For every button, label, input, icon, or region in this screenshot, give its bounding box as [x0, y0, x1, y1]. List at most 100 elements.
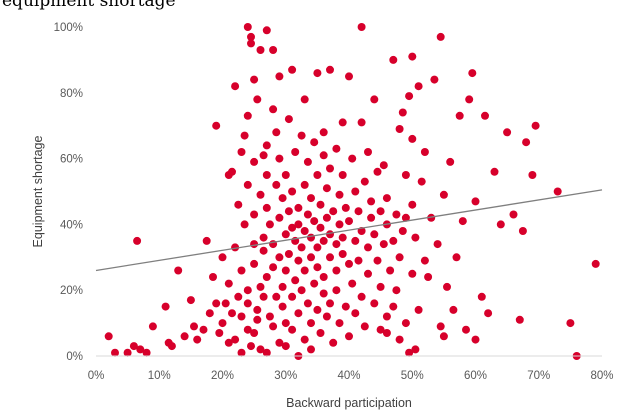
data-point	[307, 253, 315, 262]
data-point	[326, 164, 334, 173]
data-point	[288, 65, 297, 74]
data-point	[471, 197, 480, 206]
data-point	[240, 220, 249, 229]
data-point	[348, 154, 357, 163]
data-point	[307, 194, 315, 203]
data-point	[367, 213, 376, 222]
data-point	[319, 128, 328, 137]
data-point	[430, 75, 439, 84]
data-point	[329, 207, 338, 216]
data-point	[262, 273, 271, 281]
data-point	[322, 184, 331, 193]
data-point	[161, 302, 170, 311]
data-point	[231, 335, 240, 344]
data-point	[496, 220, 505, 229]
data-point	[316, 329, 325, 337]
data-point	[392, 286, 401, 295]
data-point	[253, 95, 262, 104]
data-point	[465, 95, 474, 104]
data-point	[436, 32, 445, 41]
x-tick-label: 80%	[590, 370, 613, 382]
x-tick-label: 10%	[148, 370, 171, 382]
data-point	[449, 305, 458, 314]
data-point	[417, 177, 426, 186]
data-point	[215, 329, 224, 337]
data-point	[256, 345, 265, 354]
data-point	[281, 342, 290, 351]
data-point	[373, 167, 382, 176]
data-point	[104, 332, 113, 341]
data-point	[439, 190, 448, 199]
data-point	[269, 322, 278, 331]
data-point	[288, 223, 297, 232]
data-point	[281, 230, 290, 239]
data-point	[250, 259, 259, 268]
data-point	[224, 338, 233, 347]
data-point	[335, 220, 344, 229]
data-point	[303, 210, 312, 219]
data-point	[247, 39, 255, 48]
data-point	[307, 345, 315, 354]
data-point	[307, 233, 315, 242]
data-point	[297, 131, 306, 140]
data-point	[259, 151, 268, 160]
data-point	[265, 312, 274, 321]
data-point	[253, 315, 262, 324]
x-tick-label: 60%	[464, 370, 487, 382]
data-point	[300, 180, 309, 189]
data-point	[243, 23, 252, 31]
data-point	[278, 282, 287, 291]
data-point	[338, 171, 347, 179]
data-point	[335, 319, 344, 328]
x-tick-label: 70%	[527, 370, 550, 382]
data-point	[237, 148, 246, 156]
data-point	[338, 233, 347, 242]
data-point	[269, 46, 278, 54]
data-point	[243, 299, 252, 308]
data-point	[458, 217, 467, 226]
data-point	[411, 233, 420, 242]
data-point	[294, 309, 303, 318]
data-point	[313, 171, 322, 179]
data-point	[518, 227, 527, 235]
data-point	[240, 131, 249, 140]
data-point	[360, 322, 369, 331]
data-point	[408, 269, 417, 278]
data-point	[452, 253, 461, 262]
data-point	[237, 312, 246, 321]
data-point	[202, 236, 211, 245]
data-point	[528, 171, 537, 179]
x-axis-label: Backward participation	[286, 396, 412, 410]
data-point	[382, 312, 391, 321]
data-point	[288, 292, 297, 301]
data-point	[291, 276, 300, 285]
data-point	[275, 338, 284, 347]
data-point	[300, 227, 309, 235]
data-point	[275, 154, 284, 163]
data-point	[148, 322, 157, 331]
data-point	[360, 177, 369, 186]
data-point	[443, 282, 451, 291]
data-point	[265, 220, 274, 229]
data-point	[398, 108, 407, 117]
data-point	[205, 309, 214, 318]
data-point	[250, 75, 259, 84]
data-point	[247, 342, 255, 351]
data-point	[310, 138, 319, 147]
data-point	[338, 250, 347, 258]
data-point	[455, 111, 464, 120]
data-point	[522, 138, 531, 147]
data-point	[218, 319, 227, 328]
data-point	[256, 190, 265, 199]
data-point	[401, 171, 410, 179]
data-point	[408, 134, 417, 143]
data-point	[129, 342, 138, 351]
x-tick-label: 40%	[337, 370, 360, 382]
data-point	[398, 227, 407, 235]
data-point	[193, 335, 202, 344]
data-point	[228, 167, 236, 176]
data-point	[332, 286, 341, 295]
data-point	[231, 243, 240, 252]
data-point	[250, 210, 259, 219]
data-point	[250, 329, 259, 337]
